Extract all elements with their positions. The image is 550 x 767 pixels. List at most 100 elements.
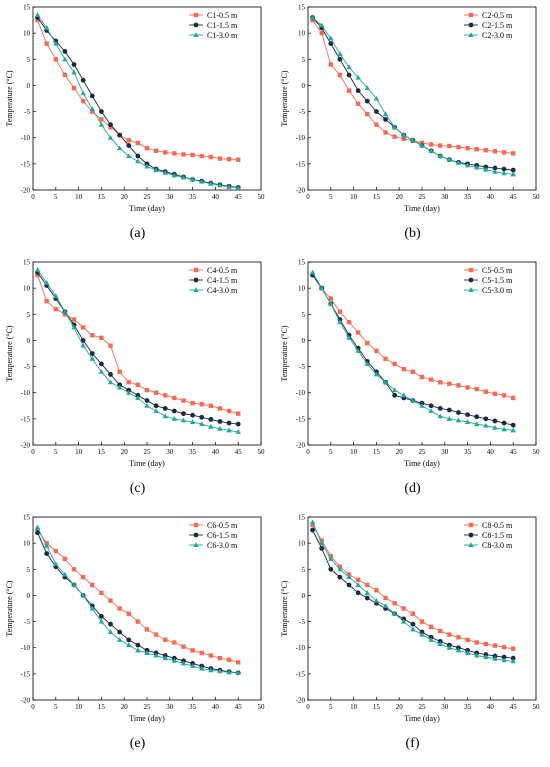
data-point bbox=[153, 403, 159, 409]
y-tick-label: 10 bbox=[298, 540, 306, 548]
series-line bbox=[312, 17, 514, 175]
legend-marker bbox=[193, 532, 199, 538]
legend-label: C5-1.5 m bbox=[482, 276, 513, 285]
data-point bbox=[391, 387, 398, 393]
data-point bbox=[226, 184, 232, 189]
data-point bbox=[337, 56, 343, 62]
y-tick-label: 5 bbox=[27, 311, 31, 319]
data-point bbox=[80, 342, 86, 348]
x-axis-title: Time (day) bbox=[129, 204, 165, 213]
data-point bbox=[483, 166, 489, 172]
data-point bbox=[492, 643, 498, 648]
data-point bbox=[328, 35, 334, 41]
x-tick-label: 40 bbox=[212, 703, 220, 711]
y-axis-title: Temperature (°C) bbox=[5, 580, 14, 637]
data-point bbox=[410, 397, 416, 403]
data-point bbox=[62, 556, 68, 562]
x-tick-label: 30 bbox=[166, 448, 174, 456]
data-point bbox=[189, 419, 196, 424]
data-point bbox=[181, 398, 186, 403]
data-point bbox=[510, 658, 516, 664]
data-point bbox=[501, 426, 507, 432]
data-point bbox=[98, 121, 105, 127]
data-point bbox=[135, 642, 141, 648]
data-point bbox=[318, 22, 325, 28]
data-point bbox=[364, 590, 370, 595]
data-point bbox=[144, 402, 150, 408]
data-point bbox=[117, 629, 123, 635]
x-tick-label: 40 bbox=[487, 703, 495, 711]
y-axis-title: Temperature (°C) bbox=[280, 580, 289, 637]
data-point bbox=[153, 167, 159, 173]
y-tick-label: -15 bbox=[21, 160, 31, 168]
x-tick-label: 50 bbox=[258, 703, 266, 711]
data-point bbox=[135, 395, 141, 400]
x-tick-label: 0 bbox=[306, 193, 310, 201]
data-point bbox=[492, 149, 498, 154]
data-point bbox=[374, 588, 379, 593]
x-tick-label: 5 bbox=[54, 703, 58, 711]
data-point bbox=[226, 420, 232, 426]
series-group bbox=[309, 519, 516, 664]
data-point bbox=[364, 361, 370, 366]
data-point bbox=[162, 655, 168, 661]
data-point bbox=[455, 417, 462, 423]
data-point bbox=[180, 660, 187, 666]
data-point bbox=[464, 419, 471, 424]
legend-marker bbox=[468, 542, 474, 547]
data-point bbox=[355, 582, 361, 587]
y-tick-label: 15 bbox=[298, 4, 306, 12]
y-tick-label: 0 bbox=[302, 337, 306, 345]
legend-label: C4-0.5 m bbox=[207, 266, 238, 275]
data-point bbox=[365, 340, 370, 346]
x-tick-label: 20 bbox=[121, 193, 129, 201]
y-tick-label: -15 bbox=[21, 670, 31, 678]
legend-marker bbox=[193, 22, 199, 28]
data-point bbox=[90, 582, 95, 588]
x-tick-label: 25 bbox=[419, 448, 427, 456]
data-point bbox=[318, 285, 325, 291]
data-point bbox=[474, 640, 479, 645]
data-point bbox=[309, 269, 316, 275]
y-tick-label: -10 bbox=[21, 134, 31, 142]
data-point bbox=[328, 62, 333, 67]
series-line bbox=[37, 529, 239, 663]
x-tick-label: 0 bbox=[31, 193, 35, 201]
chart-svg: 0 5 10 15 20 25 30 35 40 45 50 -20 -15 -10 -5 0 5 10 15 Tim… bbox=[280, 514, 540, 724]
data-point bbox=[172, 640, 177, 645]
data-point bbox=[80, 98, 86, 104]
y-tick-label: -10 bbox=[296, 389, 306, 397]
data-point bbox=[35, 530, 40, 536]
panel-caption: (c) bbox=[129, 481, 146, 496]
data-point bbox=[501, 420, 507, 426]
data-point bbox=[364, 98, 370, 104]
x-tick-label: 10 bbox=[75, 448, 83, 456]
legend-label: C4-1.5 m bbox=[207, 276, 238, 285]
x-tick-label: 5 bbox=[54, 193, 58, 201]
data-point bbox=[199, 153, 204, 159]
data-point bbox=[401, 392, 407, 398]
data-point bbox=[153, 408, 159, 414]
data-point bbox=[153, 632, 159, 637]
data-point bbox=[383, 356, 388, 361]
x-tick-label: 40 bbox=[487, 448, 495, 456]
data-point bbox=[419, 619, 425, 624]
data-point bbox=[501, 393, 507, 398]
data-point bbox=[71, 582, 77, 587]
x-tick-label: 50 bbox=[533, 193, 541, 201]
legend-marker bbox=[193, 32, 199, 37]
data-point bbox=[464, 162, 471, 168]
x-tick-label: 45 bbox=[510, 193, 518, 201]
x-tick-label: 0 bbox=[31, 703, 35, 711]
data-point bbox=[328, 296, 333, 301]
data-point bbox=[492, 165, 498, 171]
y-tick-label: -10 bbox=[21, 644, 31, 652]
legend-label: C1-0.5 m bbox=[207, 11, 238, 20]
data-point bbox=[53, 561, 59, 567]
chart-panel: 0 5 10 15 20 25 30 35 40 45 50 -20 -15 -10 -5 0 5 10 15 Tim… bbox=[275, 255, 550, 510]
data-point bbox=[501, 166, 507, 172]
x-tick-label: 15 bbox=[98, 193, 106, 201]
data-point bbox=[116, 384, 123, 390]
data-point bbox=[483, 389, 489, 394]
data-point bbox=[501, 170, 507, 176]
